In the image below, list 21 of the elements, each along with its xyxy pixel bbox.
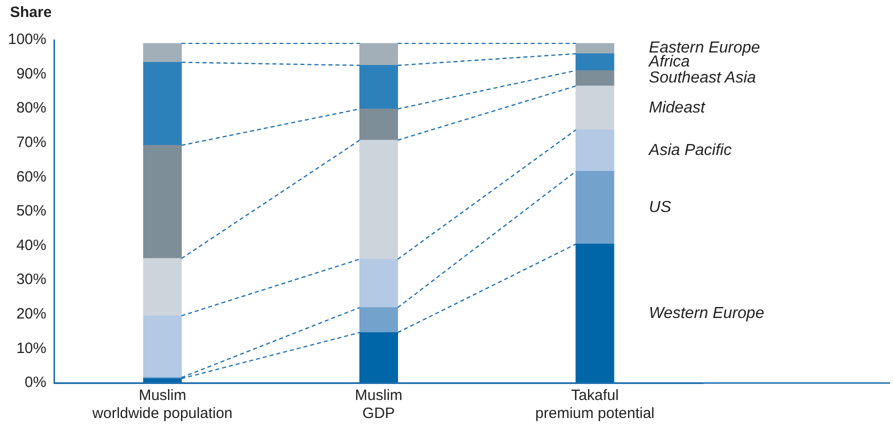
- x-tick-label: Muslim GDP: [354, 387, 402, 422]
- x-tick-label: Muslim worldwide population: [91, 387, 233, 422]
- y-tick-label: 100%: [8, 31, 46, 48]
- text: Africa: [648, 54, 690, 71]
- text: Asia Pacific: [648, 142, 732, 160]
- y-tick-label: 20%: [16, 306, 46, 323]
- y-tick-label: 70%: [16, 134, 46, 152]
- y-tick-label: 40%: [16, 236, 46, 254]
- y-tick-label: 60%: [16, 168, 46, 186]
- y-tick-label: 0%: [24, 374, 46, 392]
- text: US: [648, 199, 672, 216]
- y-tick-label: 50%: [16, 202, 46, 220]
- text: Mideast: [648, 99, 706, 116]
- y-tick-label: 90%: [16, 65, 46, 82]
- y-axis-title: Share: [10, 4, 52, 21]
- text: Western Europe: [648, 304, 764, 322]
- text: Southeast Asia: [648, 70, 756, 87]
- y-tick-label: 80%: [16, 100, 46, 117]
- y-tick-label: 30%: [16, 271, 46, 288]
- x-tick-label: Takaful premium potential: [535, 387, 655, 422]
- y-tick-label: 10%: [16, 340, 46, 357]
